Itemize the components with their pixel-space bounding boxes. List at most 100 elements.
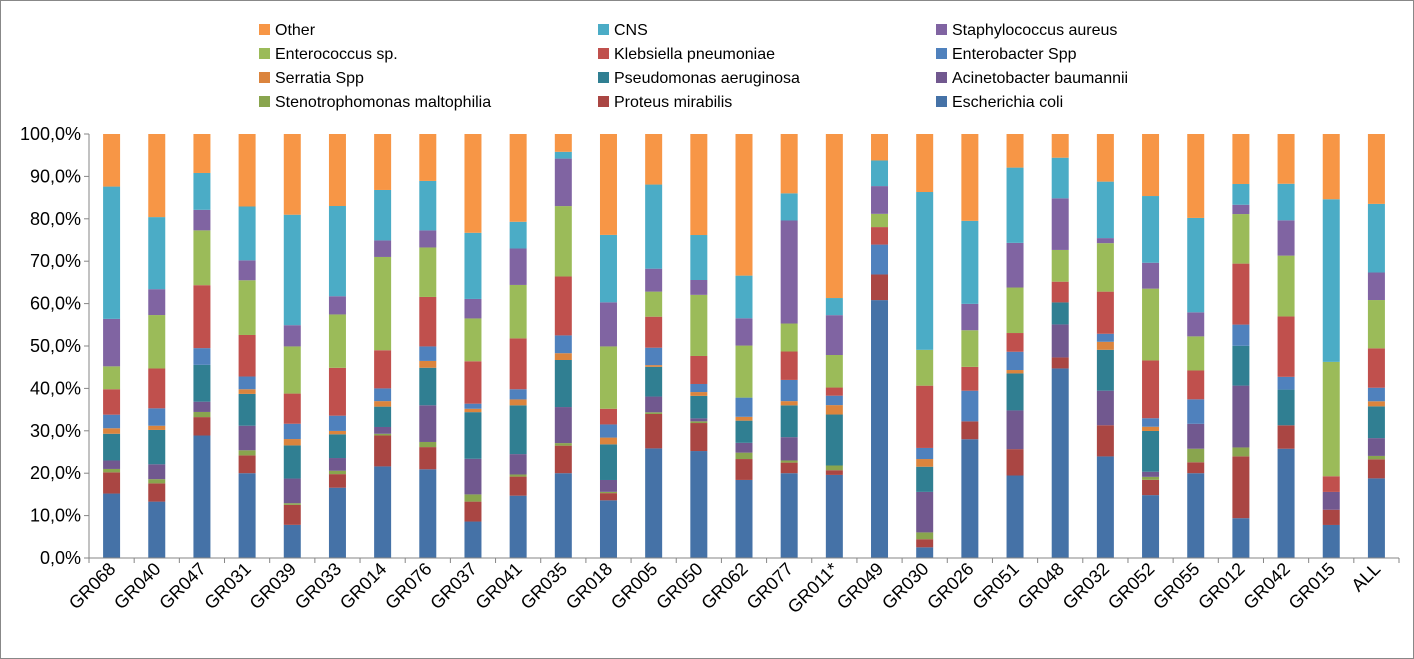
x-category-label: GR015	[1285, 559, 1339, 613]
bar-segment-enterococcus-sp	[871, 213, 889, 228]
bar-segment-klebsiella-pneumoniae	[103, 389, 121, 415]
bar-segment-escherichia-coli	[1277, 448, 1295, 558]
bar-segment-klebsiella-pneumoniae	[1277, 316, 1295, 377]
bar-segment-staphylococcus-aureus	[825, 315, 843, 355]
legend-swatch-staphylococcus-aureus	[936, 24, 947, 35]
bar-segment-stenotrophomonas-maltophilia	[103, 468, 121, 473]
x-category-label: GR026	[923, 559, 977, 613]
bar-segment-serratia-spp	[780, 401, 798, 406]
legend-label-cns: CNS	[614, 22, 648, 39]
bar-segment-stenotrophomonas-maltophilia	[419, 441, 437, 448]
bar-segment-klebsiella-pneumoniae	[328, 367, 346, 416]
bar-segment-escherichia-coli	[374, 466, 392, 558]
bar-segment-escherichia-coli	[238, 473, 256, 558]
bar-segment-acinetobacter-baumannii	[193, 401, 211, 412]
bar-segment-escherichia-coli	[735, 479, 753, 558]
bar-segment-enterobacter-spp	[780, 379, 798, 402]
bar-segment-acinetobacter-baumannii	[238, 425, 256, 451]
bar-segment-staphylococcus-aureus	[1096, 238, 1114, 244]
bar-segment-escherichia-coli	[328, 487, 346, 558]
y-tick-label: 20,0%	[30, 463, 81, 483]
bar-segment-enterococcus-sp	[1051, 249, 1069, 282]
bar-segment-proteus-mirabilis	[871, 274, 889, 301]
x-category-label: GR041	[471, 559, 525, 613]
bar-segment-stenotrophomonas-maltophilia	[148, 479, 166, 484]
bar-segment-stenotrophomonas-maltophilia	[780, 460, 798, 463]
bar-segment-enterobacter-spp	[1277, 376, 1295, 390]
bar-segment-other	[871, 134, 889, 161]
bar-segment-other	[825, 134, 843, 299]
bar-segment-enterococcus-sp	[1006, 287, 1024, 334]
x-category-label: GR035	[517, 559, 571, 613]
bar-segment-staphylococcus-aureus	[871, 186, 889, 214]
bar-segment-other	[148, 134, 166, 218]
bar-segment-pseudomonas-aeruginosa	[464, 412, 482, 459]
bar-segment-other	[1367, 134, 1385, 204]
bar-segment-stenotrophomonas-maltophilia	[690, 421, 708, 424]
bar-segment-cns	[554, 151, 572, 159]
bar-segment-escherichia-coli	[509, 495, 527, 558]
bar-segment-acinetobacter-baumannii	[1096, 390, 1114, 426]
bar-segment-other	[464, 134, 482, 233]
x-category-label: GR055	[1149, 559, 1203, 613]
bar-segment-pseudomonas-aeruginosa	[645, 366, 663, 397]
bar-segment-cns	[1142, 196, 1160, 263]
bar-segment-cns	[916, 192, 934, 350]
bar-segment-serratia-spp	[1096, 341, 1114, 350]
bar-segment-cns	[1096, 181, 1114, 239]
bar-segment-escherichia-coli	[1051, 368, 1069, 558]
legend-swatch-escherichia-coli	[936, 96, 947, 107]
legend-swatch-enterobacter-spp	[936, 48, 947, 59]
bar-segment-other	[645, 134, 663, 185]
bar-segment-enterobacter-spp	[509, 389, 527, 400]
legend-swatch-cns	[598, 24, 609, 35]
bar-segment-cns	[374, 189, 392, 241]
bar-segment-proteus-mirabilis	[238, 455, 256, 474]
bar-segment-enterococcus-sp	[238, 280, 256, 335]
bar-segment-other	[1006, 134, 1024, 168]
bar-segment-stenotrophomonas-maltophilia	[916, 532, 934, 540]
bar-segment-cns	[193, 172, 211, 210]
legend: Other CNS Staphylococcus aureus Enterococcu…	[259, 22, 1128, 111]
bar-segment-serratia-spp	[554, 353, 572, 360]
bar-segment-staphylococcus-aureus	[464, 298, 482, 319]
bar-segment-escherichia-coli	[961, 439, 979, 558]
bar-segment-enterobacter-spp	[283, 423, 301, 440]
bar-segment-klebsiella-pneumoniae	[780, 351, 798, 380]
bar-segment-pseudomonas-aeruginosa	[509, 405, 527, 455]
bar-segment-serratia-spp	[1142, 426, 1160, 431]
bar-segment-staphylococcus-aureus	[780, 220, 798, 324]
bar-segment-proteus-mirabilis	[1096, 425, 1114, 457]
x-category-label: GR033	[291, 559, 345, 613]
bar-segment-stenotrophomonas-maltophilia	[374, 433, 392, 436]
bar-segment-stenotrophomonas-maltophilia	[1142, 476, 1160, 480]
bar-segment-enterococcus-sp	[961, 330, 979, 367]
bar-segment-escherichia-coli	[1187, 473, 1205, 558]
bar-segment-enterobacter-spp	[735, 397, 753, 417]
bar-segment-enterococcus-sp	[509, 284, 527, 339]
bar-segment-pseudomonas-aeruginosa	[419, 367, 437, 406]
bar-segment-stenotrophomonas-maltophilia	[554, 443, 572, 446]
bar-segment-cns	[1006, 167, 1024, 243]
bar-segment-escherichia-coli	[419, 469, 437, 558]
bar-segment-cns	[871, 160, 889, 187]
bar-segment-staphylococcus-aureus	[961, 303, 979, 331]
bar-segment-klebsiella-pneumoniae	[419, 296, 437, 347]
bar-segment-cns	[1187, 217, 1205, 313]
bar-segment-other	[1096, 134, 1114, 182]
bar-segment-other	[103, 134, 121, 187]
bar-segment-acinetobacter-baumannii	[599, 479, 617, 492]
bar-segment-other	[509, 134, 527, 222]
bar-segment-escherichia-coli	[464, 521, 482, 558]
x-category-label: GR037	[426, 559, 480, 613]
bar-segment-pseudomonas-aeruginosa	[554, 359, 572, 408]
bar-segment-acinetobacter-baumannii	[780, 437, 798, 461]
bar-segment-acinetobacter-baumannii	[1006, 410, 1024, 450]
bar-segment-acinetobacter-baumannii	[328, 458, 346, 471]
bar-segment-serratia-spp	[690, 392, 708, 396]
bar-segment-acinetobacter-baumannii	[1232, 385, 1250, 448]
bar-segment-pseudomonas-aeruginosa	[780, 405, 798, 438]
bar-segment-stenotrophomonas-maltophilia	[1367, 455, 1385, 460]
bar-segment-staphylococcus-aureus	[103, 318, 121, 367]
